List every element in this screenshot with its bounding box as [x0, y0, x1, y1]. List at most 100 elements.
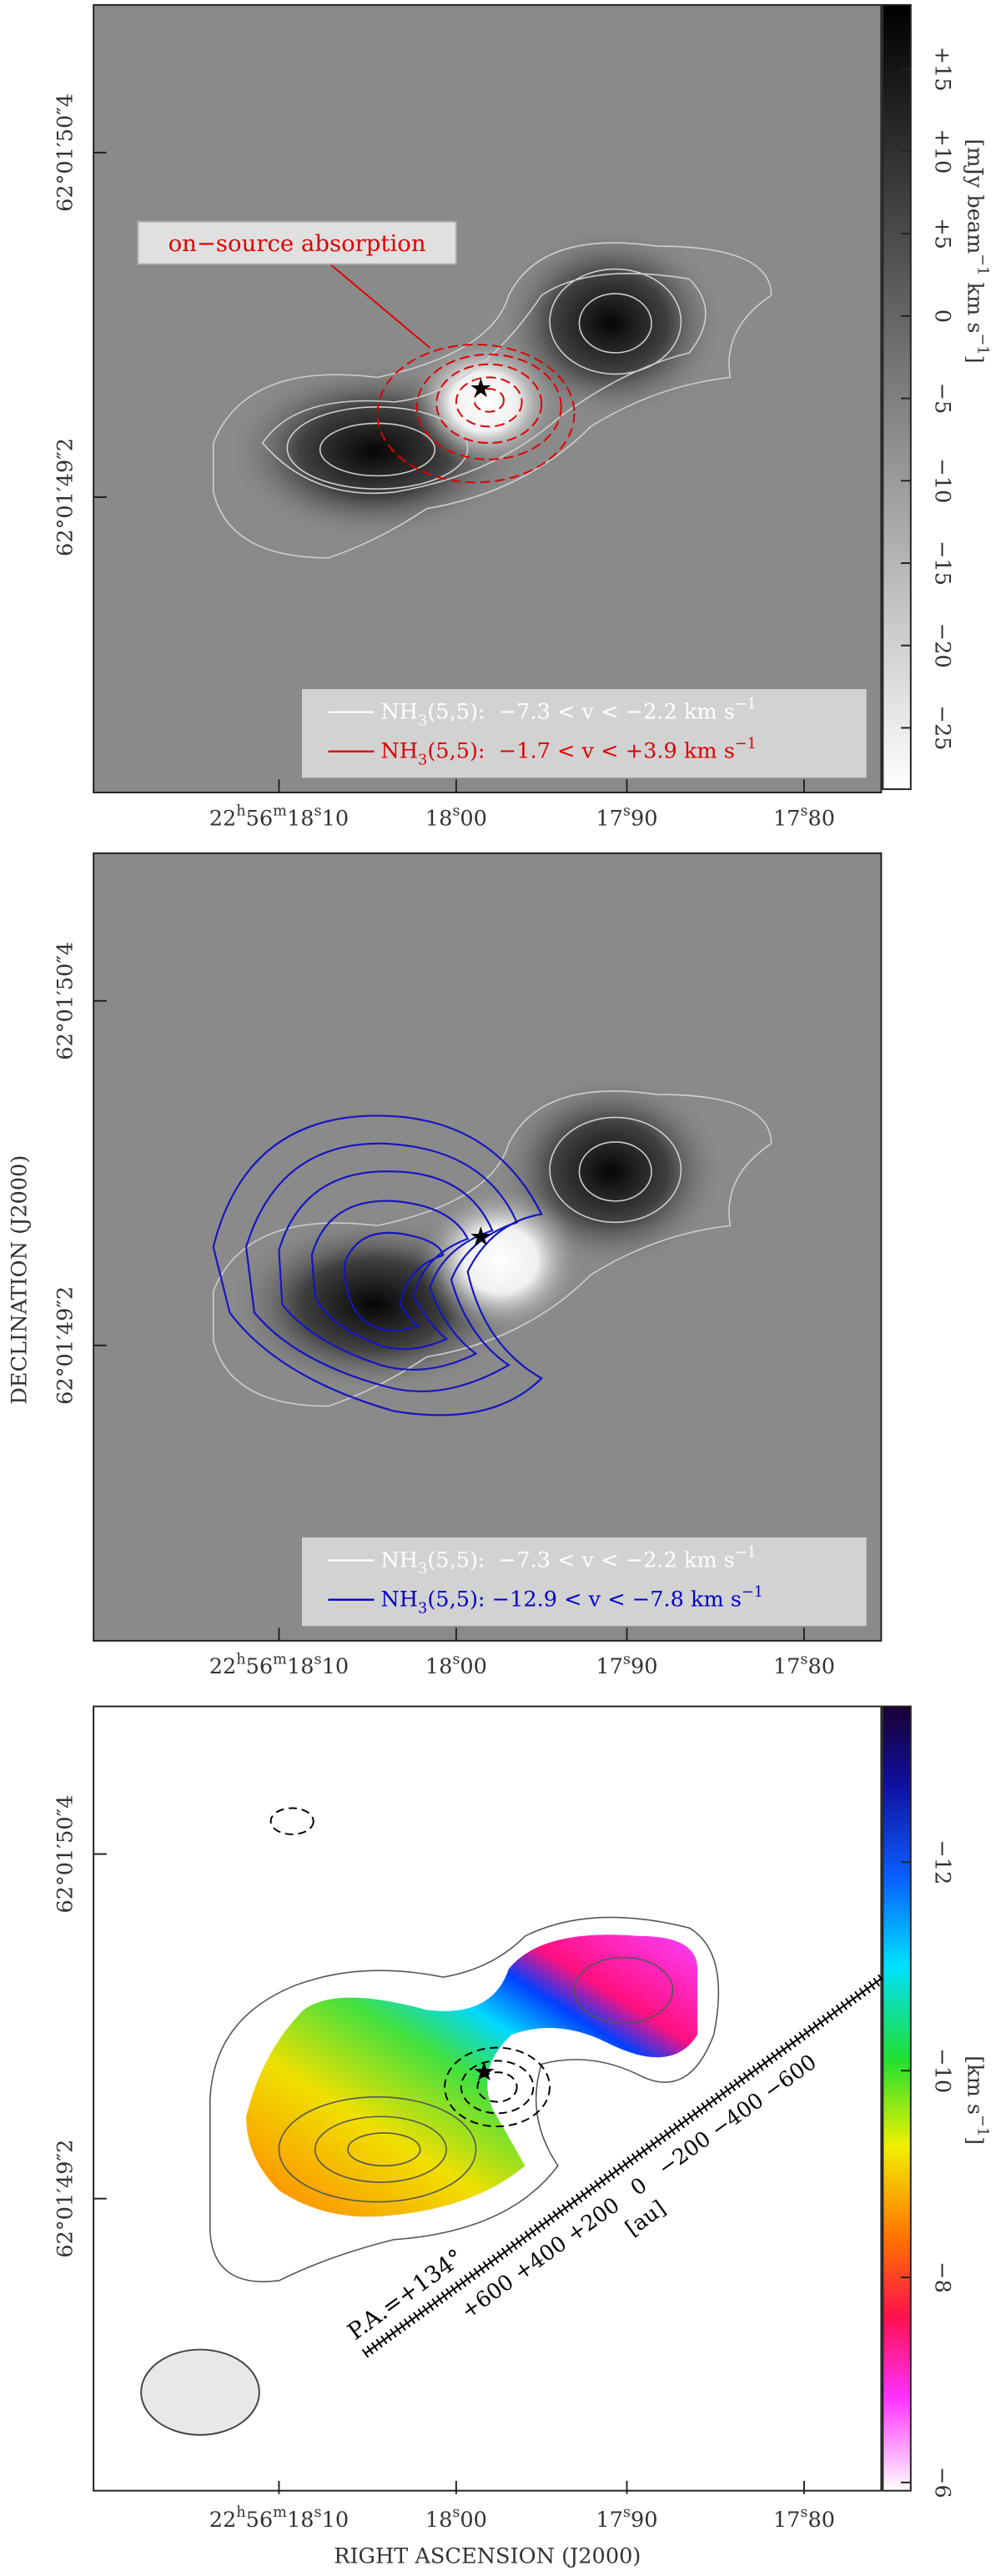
text-part: 22 [209, 2508, 237, 2533]
text-part: 3 [418, 1600, 427, 1617]
y-tick-label: 62°01′49″2 [53, 438, 78, 556]
text-part: 10 [322, 806, 350, 831]
text-part: 3 [418, 1561, 427, 1577]
star: ★ [469, 1222, 492, 1252]
x-tick-label: 18s00 [425, 1651, 487, 1679]
text-part: NH [380, 1547, 418, 1572]
text-part: s [452, 1651, 460, 1668]
text-part: 17 [773, 806, 801, 831]
text-part: s [623, 2504, 631, 2521]
x-tick-label: 17s80 [773, 2504, 835, 2533]
text-part: 18 [425, 1654, 453, 1679]
star: ★ [469, 374, 492, 404]
text-part: s [800, 1651, 807, 1668]
text-part: NH [380, 1587, 418, 1613]
text-part: h [236, 1651, 245, 1668]
text-part: 17 [773, 2508, 801, 2533]
text-part: 18 [287, 806, 314, 831]
text-part: s [800, 2504, 807, 2521]
colorbar-tick-label: +15 [929, 47, 954, 92]
text-part: 56 [246, 2508, 274, 2533]
text-part: 18 [287, 2508, 314, 2533]
text-part: 18 [425, 2508, 453, 2533]
text-part: (5,5): −7.3 < v < −2.2 km s [427, 699, 735, 724]
colorbar-label: [km s−1] [963, 2055, 991, 2145]
text-part: m [273, 2504, 287, 2521]
text-part: 90 [631, 2508, 658, 2533]
velocity-map [246, 1935, 698, 2217]
legend-entry: NH3(5,5): −1.7 < v < +3.9 km s−1 [380, 736, 757, 769]
x-tick-label: 17s80 [773, 803, 835, 832]
legend-entry: NH3(5,5): −7.3 < v < −2.2 km s−1 [380, 1545, 757, 1578]
annotation-box [137, 220, 457, 265]
x-tick-label: 22h56m18s10 [209, 803, 349, 832]
text-part: s [800, 803, 807, 820]
text-part: 90 [631, 1654, 658, 1679]
text-part: (5,5): −1.7 < v < +3.9 km s [427, 739, 735, 764]
y-tick-label: 62°01′50″4 [53, 942, 78, 1060]
text-part: h [236, 803, 245, 820]
absorption [418, 1186, 583, 1335]
colorbar-tick-label: −10 [929, 458, 954, 503]
text-part: (5,5): −7.3 < v < −2.2 km s [427, 1547, 735, 1572]
absorption-contours [376, 344, 576, 484]
legend-entry: NH3(5,5): −7.3 < v < −2.2 km s−1 [380, 697, 757, 730]
legend-entry: NH3(5,5): −12.9 < v < −7.8 km s−1 [380, 1584, 763, 1618]
text-part: 80 [807, 1654, 835, 1679]
text-part: km s [963, 275, 988, 333]
x-tick-label: 17s90 [596, 2504, 657, 2533]
x-axis-label: RIGHT ASCENSION (J2000) [334, 2543, 641, 2568]
text-part: s [623, 1651, 631, 1668]
text-part: 18 [287, 1654, 314, 1679]
text-part: 56 [246, 1654, 274, 1679]
text-part: NH [380, 739, 418, 764]
text-part: [km s [963, 2055, 988, 2115]
text-part: 10 [322, 2508, 350, 2533]
text-part: m [273, 803, 287, 820]
colorbar-tick-label: −8 [929, 2262, 954, 2293]
text-part: 80 [807, 806, 835, 831]
x-tick-label: 17s80 [773, 1651, 835, 1679]
text-part: s [314, 2504, 322, 2521]
colorbar-tick-label: −12 [929, 1839, 954, 1884]
star: ★ [472, 2057, 495, 2087]
panel-2: ★ [93, 852, 883, 1642]
text-part: ] [963, 355, 988, 364]
y-tick-label: 62°01′50″4 [53, 1795, 78, 1914]
text-part: −1 [735, 736, 757, 752]
y-tick-label: 62°01′50″4 [53, 93, 78, 212]
emission [495, 224, 726, 422]
text-part: h [236, 2504, 245, 2521]
absorption-contours [269, 1807, 551, 2128]
text-part: 17 [596, 1654, 623, 1679]
annotation-arrow [327, 261, 431, 349]
colorbar [882, 3, 912, 791]
colorbar-tick-label: +10 [929, 128, 954, 174]
text-part: 80 [807, 2508, 835, 2533]
text-part: −1 [742, 1584, 763, 1601]
colorbar-tick-label: −20 [929, 623, 954, 668]
text-part: −1 [973, 2115, 990, 2136]
text-part: 3 [418, 752, 427, 769]
annotation: on−source absorption [169, 230, 426, 257]
text-part: (5,5): −12.9 < v < −7.8 km s [427, 1587, 742, 1613]
text-part: 10 [322, 1654, 350, 1679]
x-tick-label: 17s90 [596, 803, 657, 832]
contours [209, 1916, 720, 2282]
text-part: 56 [246, 806, 274, 831]
colorbar-tick-label: −5 [929, 383, 954, 415]
x-tick-label: 22h56m18s10 [209, 1651, 349, 1679]
text-part: 3 [418, 712, 427, 729]
colorbar [882, 1705, 912, 2492]
contours [212, 1090, 772, 1407]
text-part: ] [963, 2136, 988, 2145]
text-part: [mJy beam [963, 138, 988, 254]
colorbar-tick-label: 0 [929, 309, 954, 323]
text-part: −1 [973, 333, 990, 355]
legend-box [301, 1537, 867, 1627]
x-tick-label: 18s00 [425, 2504, 487, 2533]
panel-1: on−source absorption ★ [93, 3, 883, 793]
colorbar-tick-label: +5 [929, 218, 954, 249]
text-part: −1 [973, 254, 990, 275]
text-part: s [623, 803, 631, 820]
